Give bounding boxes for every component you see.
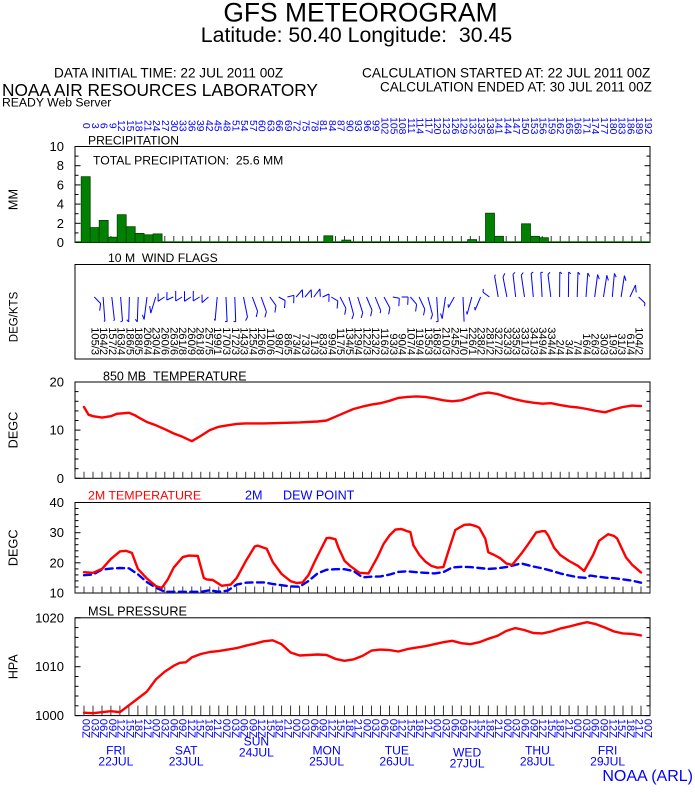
- svg-text:MM: MM: [6, 189, 20, 210]
- svg-text:MSL PRESSURE: MSL PRESSURE: [88, 605, 187, 619]
- svg-text:10: 10: [50, 586, 64, 601]
- svg-text:25JUL: 25JUL: [309, 754, 344, 768]
- svg-text:192: 192: [642, 117, 653, 135]
- svg-text:DEGC: DEGC: [6, 529, 20, 566]
- svg-text:0: 0: [57, 235, 64, 250]
- svg-text:2M TEMPERATURE: 2M TEMPERATURE: [88, 489, 201, 503]
- svg-text:27JUL: 27JUL: [450, 756, 485, 770]
- svg-text:1010: 1010: [35, 659, 64, 674]
- svg-text:10: 10: [50, 423, 64, 438]
- svg-text:104/2: 104/2: [633, 327, 645, 355]
- svg-text:DATA INITIAL TIME: 22 JUL 2011: DATA INITIAL TIME: 22 JUL 2011 00Z: [54, 66, 283, 81]
- svg-text:4: 4: [57, 197, 64, 212]
- svg-text:DEG/KTS: DEG/KTS: [9, 291, 21, 342]
- svg-text:24JUL: 24JUL: [239, 746, 274, 760]
- svg-text:PRECIPITATION: PRECIPITATION: [88, 134, 179, 148]
- svg-text:2: 2: [57, 216, 64, 231]
- svg-text:20: 20: [50, 555, 64, 570]
- svg-text:1020: 1020: [35, 610, 64, 625]
- svg-text:READY Web Server: READY Web Server: [2, 96, 111, 110]
- svg-text:0: 0: [57, 471, 64, 486]
- svg-text:TOTAL PRECIPITATION: 25.6 MM: TOTAL PRECIPITATION: 25.6 MM: [93, 154, 283, 168]
- svg-text:23JUL: 23JUL: [169, 754, 204, 768]
- svg-text:DEGC: DEGC: [6, 412, 20, 449]
- svg-text:20: 20: [50, 375, 64, 390]
- svg-text:Latitude: 50.40 Longitude: 30: Latitude: 50.40 Longitude: 30.45: [201, 23, 512, 47]
- svg-text:40: 40: [50, 495, 64, 510]
- svg-text:850 MB TEMPERATURE: 850 MB TEMPERATURE: [103, 370, 247, 384]
- svg-text:NOAA (ARL): NOAA (ARL): [602, 768, 693, 785]
- svg-text:6: 6: [57, 177, 64, 192]
- svg-text:1000: 1000: [35, 708, 64, 723]
- svg-text:DEW POINT: DEW POINT: [283, 489, 355, 503]
- svg-text:00Z: 00Z: [641, 719, 653, 738]
- svg-text:CALCULATION ENDED AT: 30 JUL 2: CALCULATION ENDED AT: 30 JUL 2011 00Z: [380, 80, 652, 95]
- svg-text:22JUL: 22JUL: [98, 754, 133, 768]
- svg-text:CALCULATION STARTED AT: 22 JUL: CALCULATION STARTED AT: 22 JUL 2011 00Z: [362, 66, 650, 81]
- svg-text:30: 30: [50, 525, 64, 540]
- svg-text:26JUL: 26JUL: [379, 754, 414, 768]
- svg-text:2M: 2M: [245, 489, 263, 503]
- svg-text:28JUL: 28JUL: [520, 754, 555, 768]
- svg-text:29JUL: 29JUL: [590, 754, 625, 768]
- svg-text:8: 8: [57, 158, 64, 173]
- svg-text:10: 10: [50, 139, 64, 154]
- svg-text:10 M WIND FLAGS: 10 M WIND FLAGS: [108, 251, 218, 265]
- svg-text:HPA: HPA: [6, 654, 20, 679]
